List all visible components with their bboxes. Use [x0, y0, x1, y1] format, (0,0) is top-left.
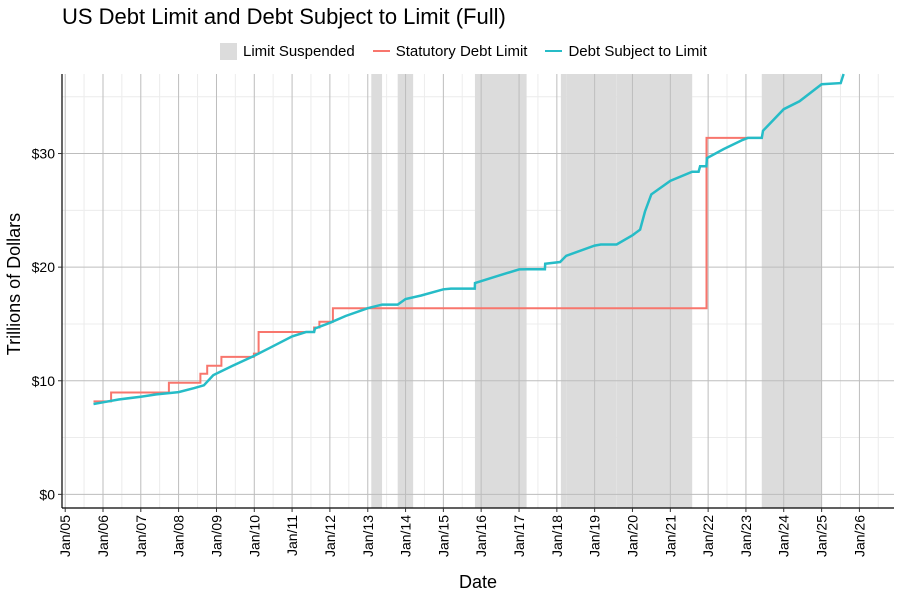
legend-swatch-debt — [545, 50, 563, 52]
suspension-band — [616, 74, 693, 508]
x-tick-label: Jan/16 — [473, 515, 489, 557]
x-tick-label: Jan/06 — [95, 515, 111, 557]
suspension-band — [560, 74, 567, 508]
legend-item-debt: Debt Subject to Limit — [545, 42, 707, 60]
legend-swatch-suspended — [220, 42, 237, 60]
legend-item-suspended: Limit Suspended — [220, 42, 355, 60]
x-tick-label: Jan/25 — [814, 515, 830, 557]
legend: Limit Suspended Statutory Debt Limit Deb… — [220, 40, 725, 62]
x-tick-label: Jan/07 — [133, 515, 149, 557]
series-line-statutory-debt-limit — [93, 136, 762, 403]
x-tick-label: Jan/20 — [624, 515, 640, 557]
x-tick-label: Jan/21 — [662, 515, 678, 557]
y-tick-label: $20 — [32, 259, 56, 275]
legend-label-debt: Debt Subject to Limit — [568, 42, 707, 60]
x-tick-label: Jan/18 — [549, 515, 565, 557]
legend-label-limit: Statutory Debt Limit — [395, 42, 528, 60]
x-tick-label: Jan/15 — [435, 515, 451, 557]
x-tick-label: Jan/19 — [587, 515, 603, 557]
x-tick-label: Jan/17 — [511, 515, 527, 557]
suspension-band — [474, 74, 527, 508]
legend-swatch-limit — [372, 50, 390, 52]
chart-title: US Debt Limit and Debt Subject to Limit … — [62, 4, 506, 29]
y-tick-label: $0 — [39, 486, 55, 502]
x-axis-title: Date — [459, 572, 497, 592]
suspension-band — [371, 74, 383, 508]
x-tick-label: Jan/11 — [284, 515, 300, 556]
x-tick-label: Jan/23 — [738, 515, 754, 557]
x-tick-label: Jan/05 — [57, 515, 73, 557]
x-tick-label: Jan/10 — [246, 515, 262, 557]
x-tick-label: Jan/13 — [360, 515, 376, 557]
x-tick-label: Jan/09 — [209, 515, 225, 557]
major-grid — [62, 74, 894, 508]
legend-item-limit: Statutory Debt Limit — [372, 42, 528, 60]
x-tick-label: Jan/26 — [851, 515, 867, 557]
suspension-bands — [371, 74, 822, 508]
suspension-band — [761, 74, 822, 508]
y-tick-label: $30 — [32, 146, 56, 162]
x-tick-label: Jan/14 — [398, 515, 414, 557]
series-lines — [93, 73, 845, 406]
x-tick-label: Jan/12 — [322, 515, 338, 557]
x-tick-label: Jan/22 — [700, 515, 716, 557]
axes — [58, 74, 894, 512]
y-axis-title: Trillions of Dollars — [4, 213, 24, 355]
legend-label-suspended: Limit Suspended — [243, 42, 355, 60]
x-tick-label: Jan/24 — [776, 515, 792, 557]
x-tick-label: Jan/08 — [171, 515, 187, 557]
suspension-band — [566, 74, 617, 508]
series-line-debt-subject-to-limit — [93, 73, 845, 406]
tick-labels: $0 $10 $20 $30 Jan/05 Jan/06 Jan/07 Jan/08 Jan/0… — [32, 146, 868, 558]
y-tick-label: $10 — [32, 373, 56, 389]
